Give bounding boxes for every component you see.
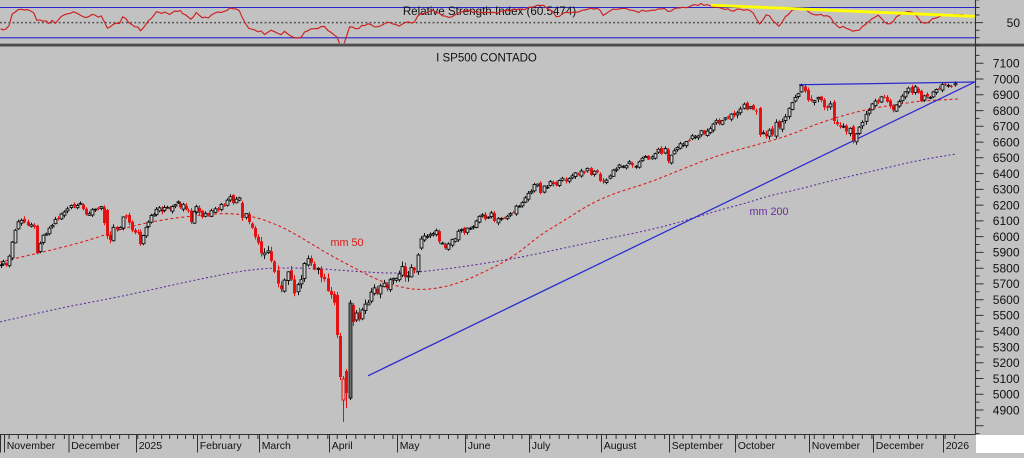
svg-text:5100: 5100: [993, 372, 1020, 386]
svg-text:5200: 5200: [993, 356, 1020, 370]
svg-text:mm 200: mm 200: [750, 206, 789, 218]
svg-text:October: October: [738, 440, 776, 452]
svg-text:September: September: [672, 440, 724, 452]
svg-text:2026: 2026: [946, 440, 970, 452]
svg-text:5000: 5000: [993, 388, 1020, 402]
svg-text:6500: 6500: [993, 151, 1020, 165]
svg-text:2025: 2025: [139, 440, 163, 452]
svg-text:5500: 5500: [993, 309, 1020, 323]
svg-text:5400: 5400: [993, 325, 1020, 339]
svg-text:December: December: [71, 440, 120, 452]
svg-text:5600: 5600: [993, 293, 1020, 307]
svg-text:I SP500 CONTADO: I SP500 CONTADO: [436, 52, 537, 64]
svg-text:March: March: [262, 440, 291, 452]
svg-text:December: December: [876, 440, 925, 452]
svg-text:6700: 6700: [993, 120, 1020, 134]
svg-text:6600: 6600: [993, 135, 1020, 149]
svg-text:6900: 6900: [993, 88, 1020, 102]
svg-text:June: June: [468, 440, 491, 452]
svg-text:November: November: [7, 440, 56, 452]
svg-text:August: August: [604, 440, 637, 452]
svg-text:6400: 6400: [993, 167, 1020, 181]
svg-text:7000: 7000: [993, 72, 1020, 86]
svg-text:5900: 5900: [993, 246, 1020, 260]
svg-text:mm 50: mm 50: [331, 237, 364, 249]
svg-text:July: July: [532, 440, 551, 452]
svg-text:6800: 6800: [993, 104, 1020, 118]
svg-text:November: November: [812, 440, 861, 452]
svg-text:6200: 6200: [993, 198, 1020, 212]
svg-text:50: 50: [1007, 16, 1021, 30]
svg-text:May: May: [400, 440, 421, 452]
svg-text:6100: 6100: [993, 214, 1020, 228]
svg-text:5700: 5700: [993, 277, 1020, 291]
svg-text:February: February: [200, 440, 243, 452]
svg-text:Relative Strength Index (60.54: Relative Strength Index (60.5474): [403, 5, 577, 18]
svg-text:7100: 7100: [993, 57, 1020, 71]
svg-text:6000: 6000: [993, 230, 1020, 244]
svg-text:5800: 5800: [993, 261, 1020, 275]
svg-text:April: April: [332, 440, 353, 452]
svg-text:6300: 6300: [993, 183, 1020, 197]
svg-text:5300: 5300: [993, 340, 1020, 354]
svg-text:4900: 4900: [993, 403, 1020, 417]
